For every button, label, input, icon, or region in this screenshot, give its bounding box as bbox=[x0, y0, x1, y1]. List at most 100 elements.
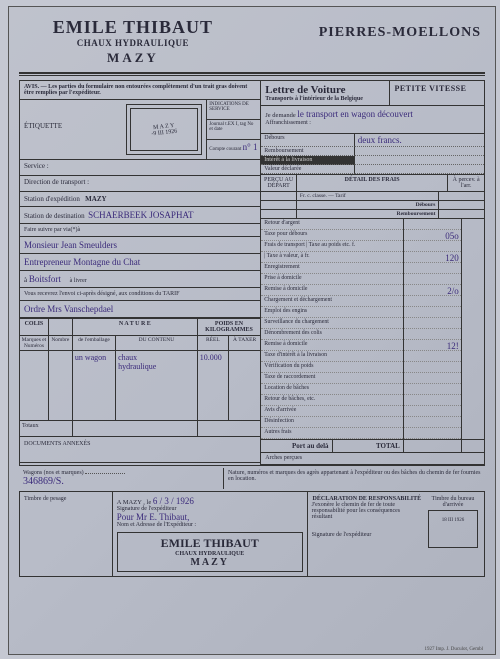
cb-taxer bbox=[229, 351, 260, 420]
mr-r bbox=[355, 156, 484, 165]
ds3b bbox=[439, 201, 484, 209]
sig-exp2: Signature de l'expéditeur bbox=[312, 532, 422, 538]
cs-nombre: Nombre bbox=[49, 336, 73, 350]
printer-footer: 1927 Imp. J. Duculot, Gembl bbox=[425, 647, 483, 652]
affr-label: Affranchissement : bbox=[265, 120, 311, 126]
cb-nombre bbox=[49, 351, 73, 420]
frais-val bbox=[404, 263, 461, 274]
demande-val: le transport en wagon découvert bbox=[297, 109, 412, 119]
dest-line1: Monsieur Jean Smeulders bbox=[20, 237, 260, 254]
date-line: A MAZY , le 6 / 3 / 1926 bbox=[117, 496, 303, 506]
ct-label: Totaux bbox=[20, 421, 73, 436]
frais-val bbox=[404, 219, 461, 230]
avis-text: AVIS. — Les parties du formulaire non en… bbox=[20, 81, 260, 100]
mr-l: Débours bbox=[261, 134, 355, 147]
frais-val bbox=[404, 329, 461, 340]
timbre-pesage: Timbre de pesage bbox=[20, 492, 113, 576]
frais-val: 120 bbox=[404, 252, 461, 263]
right-column: Lettre de Voiture Transports à l'intérie… bbox=[261, 81, 484, 465]
ind-c2: Compte courant n° 1 bbox=[207, 140, 260, 160]
cb-marques bbox=[20, 351, 49, 420]
dest-line2: Entrepreneur Montagne du Chat bbox=[20, 254, 260, 271]
bottom-right: DÉCLARATION DE RESPONSABILITÉ J'exonère … bbox=[308, 492, 484, 576]
postmark-stamp: M A Z Y -9 III 1926 bbox=[126, 104, 202, 155]
colis-body: un wagon chaux hydraulique 10.000 bbox=[20, 351, 260, 421]
port-row: Port au delà TOTAL bbox=[261, 439, 484, 453]
frais-item: Frais de transport | Taxe au poids etc. … bbox=[261, 241, 403, 252]
station-dest-val: SCHAERBEEK JOSAPHAT bbox=[88, 210, 193, 220]
mr-debours: Déboursdeux francs. bbox=[261, 134, 484, 147]
dest-line3: à Boitsfort à livrer bbox=[20, 271, 260, 288]
date-val: 6 / 3 / 1926 bbox=[153, 496, 194, 506]
frais-item: Emploi des engins bbox=[261, 307, 403, 318]
ds1c bbox=[261, 210, 297, 218]
frais-item: Remise à domicile bbox=[261, 340, 403, 351]
total-val bbox=[404, 440, 462, 452]
frais-side bbox=[462, 219, 484, 439]
frais-item: Chargement et déchargement bbox=[261, 296, 403, 307]
ds3 bbox=[439, 192, 484, 200]
frais-item: Autres frais bbox=[261, 428, 403, 439]
ds3c bbox=[439, 210, 484, 218]
frais-item: Avis d'arrivée bbox=[261, 406, 403, 417]
avis-body: AVIS. — Les parties du formulaire non en… bbox=[24, 84, 247, 96]
station-exp-label: Station d'expédition bbox=[24, 195, 80, 203]
decl-block: DÉCLARATION DE RESPONSABILITÉ J'exonère … bbox=[312, 496, 422, 550]
frais-vals: 05o1202/o12! bbox=[404, 219, 462, 439]
frais-val: 05o bbox=[404, 230, 461, 241]
bottom-mid: A MAZY , le 6 / 3 / 1926 Signature de l'… bbox=[113, 492, 308, 576]
cb-contenu: chaux hydraulique bbox=[116, 351, 198, 420]
dest-a: à bbox=[24, 276, 27, 284]
cs-reel: RÉEL bbox=[198, 336, 229, 350]
lettre-header: Lettre de Voiture Transports à l'intérie… bbox=[261, 81, 484, 106]
cb-c1: chaux bbox=[118, 353, 195, 362]
frais-item: Prise à domicile bbox=[261, 274, 403, 285]
amazy: A MAZY , le bbox=[117, 499, 151, 506]
wagons-val: 346869/S. bbox=[23, 476, 64, 487]
cb-emb: un wagon bbox=[73, 351, 116, 420]
cs-contenu: DU CONTENU bbox=[116, 336, 198, 350]
cs-emb: de l'emballage bbox=[73, 336, 116, 350]
ordre: Ordre Mrs Vanschepdael bbox=[20, 301, 260, 318]
frais-item: Location de bâches bbox=[261, 384, 403, 395]
rule bbox=[19, 72, 485, 74]
stamp-line2: -9 III 1926 bbox=[151, 128, 177, 137]
main-grid: AVIS. — Les parties du formulaire non en… bbox=[19, 80, 485, 466]
documents: DOCUMENTS ANNEXÉS bbox=[20, 437, 260, 463]
frais-item: Désinfection bbox=[261, 417, 403, 428]
total-label: TOTAL bbox=[333, 440, 404, 452]
bn-place: MAZY bbox=[121, 557, 299, 568]
ch-colis: COLIS bbox=[20, 319, 49, 335]
dest-c: à livrer bbox=[70, 278, 87, 284]
company-name: EMILE THIBAUT bbox=[23, 17, 243, 38]
ds2b: Débours bbox=[297, 201, 440, 209]
nom-adr: Nom et Adresse de l'Expéditeur : bbox=[117, 522, 303, 528]
cb-c2: hydraulique bbox=[118, 362, 195, 371]
port-label: Port au delà bbox=[261, 440, 332, 452]
ind-c2l: Compte courant bbox=[209, 147, 241, 152]
frais-val bbox=[404, 296, 461, 307]
ch-nature: N A T U R E bbox=[73, 319, 198, 335]
mr-l: Remboursement bbox=[261, 147, 355, 156]
frais-item: Retour de bâches, etc. bbox=[261, 395, 403, 406]
tarif-note: Vous recevrez l'envoi ci-après désigné, … bbox=[20, 288, 260, 301]
arrival-stamp-col: Timbre du bureau d'arrivée 18 III 1926 bbox=[426, 496, 480, 550]
arr-stamp-date: 18 III 1926 bbox=[442, 518, 465, 523]
rule bbox=[19, 75, 485, 76]
colis-sub: Marques et Numéros Nombre de l'emballage… bbox=[20, 336, 260, 351]
frais-val bbox=[404, 417, 461, 428]
mr-r bbox=[355, 147, 484, 156]
direction-row: Direction de transport : bbox=[20, 176, 260, 192]
bottom-row: Timbre de pesage A MAZY , le 6 / 3 / 192… bbox=[19, 491, 485, 577]
colis-head: COLIS N A T U R E POIDS EN KILOGRAMMES bbox=[20, 318, 260, 336]
frais-val: 2/o bbox=[404, 285, 461, 296]
indications-column: INDICATIONS DE SERVICE Journal t.EX I, t… bbox=[206, 100, 260, 159]
pour: Pour Mr E. Thibaut, bbox=[117, 512, 303, 522]
ds2c: Remboursement bbox=[297, 210, 440, 218]
detail-sub3: Remboursement bbox=[261, 210, 484, 219]
cs-taxer: À TAXER bbox=[229, 336, 260, 350]
demande-label: Je demande bbox=[265, 112, 296, 119]
deb2: Débours bbox=[416, 202, 436, 208]
arrival-stamp: 18 III 1926 bbox=[428, 510, 478, 548]
dh-title: DÉTAIL DES FRAIS bbox=[297, 175, 448, 191]
